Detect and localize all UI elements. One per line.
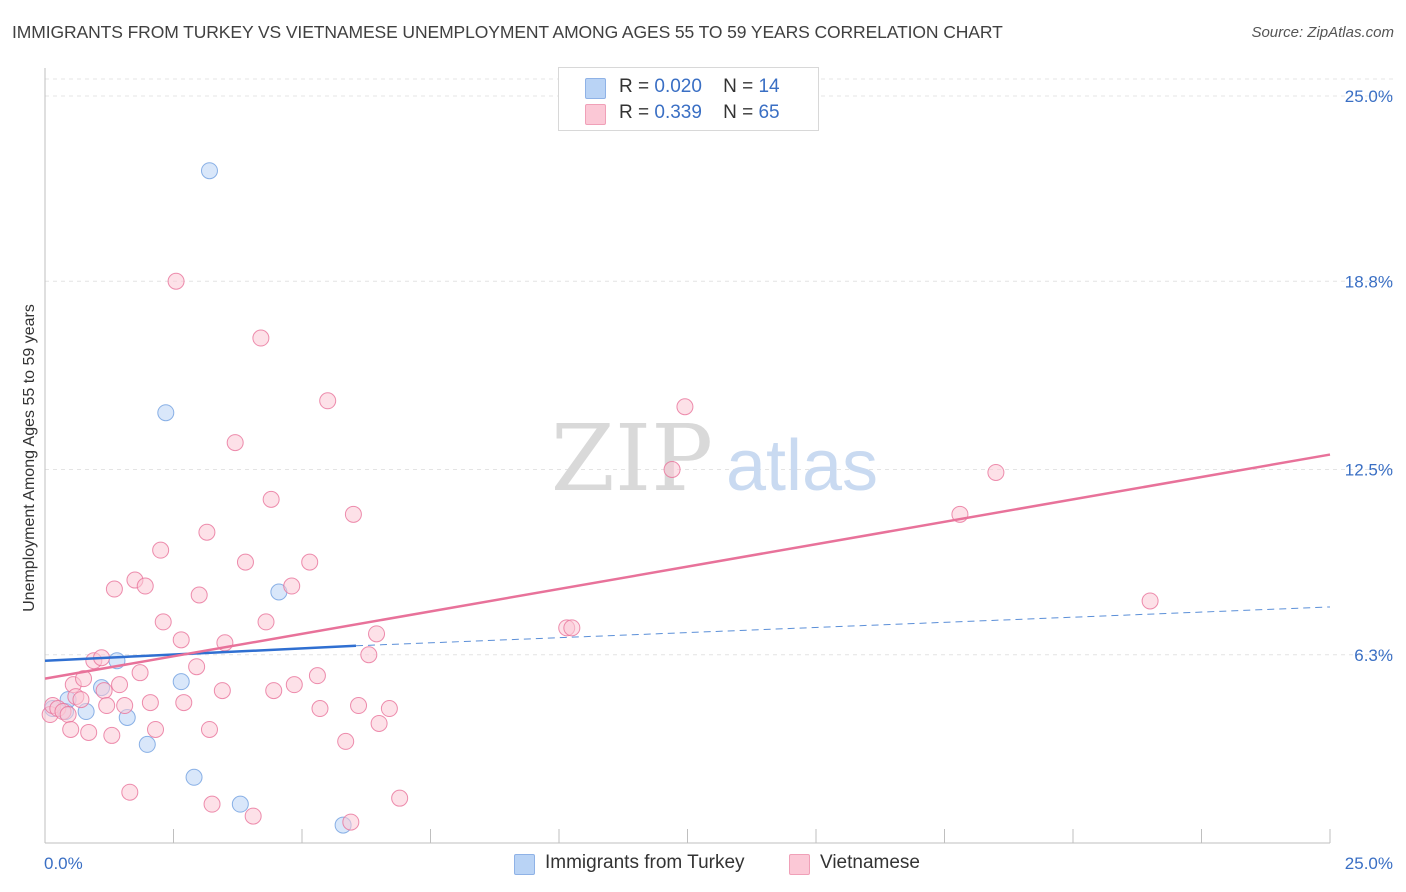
point-turkey-10: [185, 768, 203, 786]
correlation-legend: R = 0.020 N = 14 R = 0.339 N = 65: [558, 67, 819, 131]
point-vietnamese-25: [152, 541, 170, 559]
axes: [44, 68, 1331, 844]
point-vietnamese-24: [147, 720, 165, 738]
legend-swatch-vietnamese: [585, 104, 606, 125]
point-vietnamese-14: [98, 697, 116, 715]
point-vietnamese-42: [262, 490, 280, 508]
x-tick-label-start: 0.0%: [44, 854, 83, 873]
point-vietnamese-17: [111, 676, 129, 694]
y-axis-label: Unemployment Among Ages 55 to 59 years: [21, 304, 38, 612]
point-turkey-12: [231, 795, 249, 813]
legend-r-label: R =: [619, 102, 650, 123]
point-vietnamese-23: [141, 694, 159, 712]
point-vietnamese-37: [226, 434, 244, 452]
legend-n-value-vietnamese: 65: [758, 102, 780, 123]
trend-line-vietnamese: [44, 453, 1331, 680]
legend-r-value-vietnamese: 0.339: [654, 102, 702, 123]
point-vietnamese-48: [311, 700, 329, 718]
y-tick-label-0: 25.0%: [1345, 87, 1393, 106]
watermark-zip: ZIP: [551, 405, 713, 512]
point-turkey-9: [172, 673, 190, 691]
point-vietnamese-38: [236, 553, 254, 571]
point-vietnamese-15: [103, 726, 121, 744]
point-vietnamese-65: [1141, 592, 1159, 610]
point-vietnamese-62: [676, 398, 694, 416]
point-turkey-7: [138, 735, 156, 753]
y-tick-label-2: 12.5%: [1345, 461, 1393, 480]
point-vietnamese-52: [344, 505, 362, 523]
tick-labels: 25.0% 18.8% 12.5% 6.3% 0.0% 25.0%: [44, 87, 1393, 873]
legend-r-label: R =: [619, 76, 650, 97]
point-vietnamese-49: [319, 392, 337, 410]
point-vietnamese-19: [121, 783, 139, 801]
point-vietnamese-4: [59, 706, 77, 724]
trend-lines: [44, 453, 1331, 680]
point-vietnamese-9: [75, 670, 93, 688]
point-vietnamese-47: [308, 667, 326, 685]
point-vietnamese-53: [350, 697, 368, 715]
point-vietnamese-26: [154, 613, 172, 631]
point-vietnamese-43: [265, 682, 283, 700]
point-vietnamese-45: [285, 676, 303, 694]
point-vietnamese-39: [244, 807, 262, 825]
point-vietnamese-60: [563, 619, 581, 637]
legend-r-value-turkey: 0.020: [654, 76, 702, 97]
point-vietnamese-51: [342, 813, 360, 831]
y-tick-label-1: 18.8%: [1345, 272, 1393, 291]
point-vietnamese-41: [257, 613, 275, 631]
point-vietnamese-27: [167, 272, 185, 290]
point-vietnamese-64: [987, 463, 1005, 481]
point-vietnamese-57: [380, 700, 398, 718]
point-vietnamese-29: [175, 694, 193, 712]
bottom-legend-label-vietnamese: Vietnamese: [820, 852, 920, 873]
point-vietnamese-56: [370, 714, 388, 732]
point-vietnamese-30: [188, 658, 206, 676]
x-tick-label-end: 25.0%: [1345, 854, 1393, 873]
legend-n-value-turkey: 14: [758, 76, 780, 97]
point-vietnamese-5: [62, 720, 80, 738]
point-vietnamese-50: [337, 732, 355, 750]
point-vietnamese-28: [172, 631, 190, 649]
point-vietnamese-46: [301, 553, 319, 571]
point-vietnamese-32: [198, 523, 216, 541]
legend-n-label: N =: [723, 76, 754, 97]
point-vietnamese-34: [203, 795, 221, 813]
y-tick-label-3: 6.3%: [1354, 646, 1393, 665]
point-vietnamese-58: [391, 789, 409, 807]
point-vietnamese-8: [72, 691, 90, 709]
watermark: ZIP atlas: [551, 405, 878, 512]
legend-n-label: N =: [723, 102, 754, 123]
bottom-legend-label-turkey: Immigrants from Turkey: [545, 852, 745, 873]
legend-text-turkey: R = 0.020 N = 14: [619, 76, 780, 98]
point-turkey-8: [157, 404, 175, 422]
point-vietnamese-55: [368, 625, 386, 643]
point-vietnamese-35: [213, 682, 231, 700]
point-vietnamese-21: [131, 664, 149, 682]
trend-line-turkey-extension: [355, 606, 1331, 647]
point-vietnamese-61: [663, 461, 681, 478]
bottom-legend-swatch-turkey: [514, 854, 535, 875]
point-vietnamese-40: [252, 329, 270, 347]
point-vietnamese-31: [190, 586, 208, 604]
point-vietnamese-18: [116, 697, 134, 715]
bottom-legend-swatch-vietnamese: [789, 854, 810, 875]
data-points: [41, 162, 1159, 834]
point-vietnamese-10: [80, 723, 98, 741]
point-vietnamese-33: [200, 720, 218, 738]
point-vietnamese-13: [95, 682, 113, 700]
point-turkey-11: [200, 162, 218, 180]
point-vietnamese-22: [136, 577, 154, 595]
point-vietnamese-44: [283, 577, 301, 595]
legend-text-vietnamese: R = 0.339 N = 65: [619, 102, 780, 124]
point-vietnamese-54: [360, 646, 378, 664]
legend-swatch-turkey: [585, 78, 606, 99]
point-vietnamese-16: [105, 580, 123, 598]
trend-line-turkey: [44, 644, 357, 662]
source-label: Source: ZipAtlas.com: [1251, 24, 1394, 41]
watermark-atlas: atlas: [726, 426, 878, 506]
chart-title: IMMIGRANTS FROM TURKEY VS VIETNAMESE UNE…: [12, 22, 1003, 42]
